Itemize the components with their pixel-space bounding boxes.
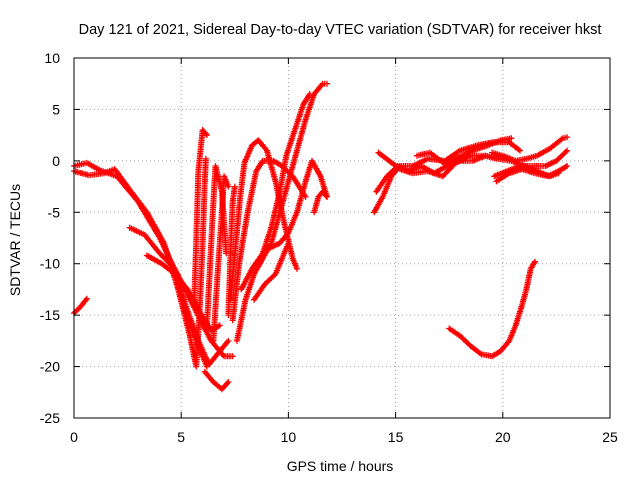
- series-markers: [311, 188, 330, 216]
- series-markers: [375, 149, 500, 180]
- axes: [73, 57, 611, 419]
- series-arc-f: [191, 127, 210, 308]
- x-tick-label: 25: [602, 429, 618, 445]
- series-arc-q: [266, 157, 330, 252]
- y-tick-label: -10: [40, 256, 60, 272]
- series-markers: [191, 127, 210, 308]
- x-tick-label: 10: [281, 429, 297, 445]
- grid: [74, 58, 610, 418]
- series-markers: [201, 368, 232, 393]
- series-arc-h: [201, 368, 232, 393]
- series-arc-y: [493, 163, 571, 185]
- series-markers: [446, 258, 538, 360]
- series-markers: [238, 91, 313, 293]
- y-tick-label: -20: [40, 359, 60, 375]
- x-axis-label: GPS time / hours: [287, 458, 394, 474]
- x-tick-label: 20: [495, 429, 511, 445]
- y-axis-label: SDTVAR / TECUs: [7, 184, 23, 296]
- y-tick-label: 0: [52, 153, 60, 169]
- series-arc-u: [375, 149, 500, 180]
- series-markers: [489, 134, 571, 164]
- series-markers: [210, 173, 232, 344]
- ticks: 0 5 10 15 20 25 -25 -20 -15 -10 -5 0 5 10: [40, 50, 618, 445]
- y-tick-label: 5: [52, 101, 60, 117]
- series-arc-p: [251, 240, 292, 303]
- y-tick-label: -15: [40, 307, 60, 323]
- x-tick-label: 15: [388, 429, 404, 445]
- series-markers: [229, 157, 309, 324]
- series-arc-j: [210, 173, 232, 344]
- series-markers: [266, 157, 330, 252]
- series-markers: [493, 163, 571, 185]
- x-tick-label: 5: [177, 429, 185, 445]
- series-arc-v: [414, 135, 515, 167]
- y-tick-label: 10: [44, 50, 60, 66]
- series-markers: [251, 240, 292, 303]
- series-arc-z: [446, 258, 538, 360]
- y-tick-label: -5: [48, 204, 61, 220]
- series-arc-w: [489, 134, 571, 164]
- series-markers: [165, 155, 209, 370]
- chart-title: Day 121 of 2021, Sidereal Day-to-day VTE…: [79, 22, 602, 38]
- series-arc-o: [238, 91, 313, 293]
- series-arc-r: [311, 188, 330, 216]
- series-arc-l: [227, 137, 300, 303]
- x-tick-label: 0: [70, 429, 78, 445]
- y-tick-label: -25: [40, 410, 60, 426]
- plot-area: [71, 80, 571, 393]
- series-arc-g: [165, 155, 209, 370]
- plot-frame: [73, 57, 611, 419]
- series-markers: [414, 135, 515, 167]
- series-markers: [227, 137, 300, 303]
- series-arc-m: [229, 157, 309, 324]
